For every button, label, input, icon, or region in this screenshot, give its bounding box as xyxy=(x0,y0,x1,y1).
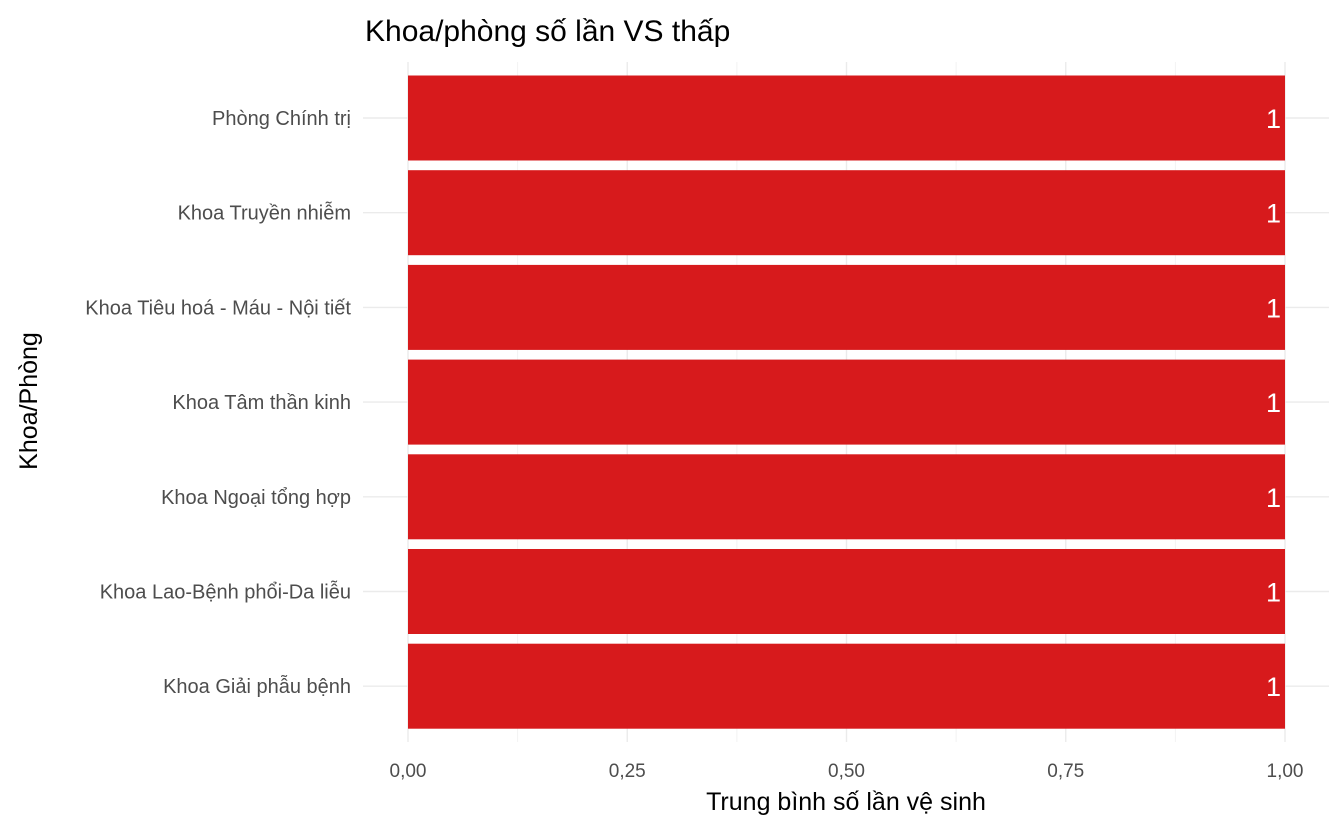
chart-title: Khoa/phòng số lần VS thấp xyxy=(365,15,730,48)
bar-value-label: 1 xyxy=(1266,578,1281,608)
y-tick-label: Phòng Chính trị xyxy=(212,108,351,130)
bar xyxy=(408,549,1285,634)
bar xyxy=(408,454,1285,540)
y-axis-tick-labels: Phòng Chính trị Khoa Truyền nhiễm Khoa Tiê… xyxy=(85,108,351,698)
bar xyxy=(408,264,1285,350)
x-tick-label: 0,50 xyxy=(828,761,865,782)
bar xyxy=(408,643,1285,729)
x-tick-label: 0,25 xyxy=(609,761,646,782)
bar-value-label: 1 xyxy=(1266,672,1281,702)
x-axis-title: Trung bình số lần vệ sinh xyxy=(706,788,986,816)
bar-value-label: 1 xyxy=(1266,483,1281,513)
y-tick-label: Khoa Giải phẫu bệnh xyxy=(163,675,351,698)
y-tick-label: Khoa Ngoại tổng hợp xyxy=(161,487,351,509)
bar xyxy=(408,170,1285,256)
x-tick-label: 0,00 xyxy=(390,761,427,782)
y-tick-label: Khoa Tâm thần kinh xyxy=(172,392,351,414)
bar-value-label: 1 xyxy=(1266,104,1281,134)
bar-value-label: 1 xyxy=(1266,388,1281,418)
bar-value-label: 1 xyxy=(1266,199,1281,229)
x-tick-label: 0,75 xyxy=(1047,761,1084,782)
x-axis-tick-labels: 0,00 0,25 0,50 0,75 1,00 xyxy=(390,761,1304,782)
y-tick-label: Khoa Truyền nhiễm xyxy=(178,202,351,225)
bar xyxy=(408,359,1285,445)
bar xyxy=(408,75,1285,161)
bar-value-label: 1 xyxy=(1266,293,1281,323)
y-tick-label: Khoa Lao-Bệnh phổi-Da liễu xyxy=(100,581,351,604)
data-labels: 1 1 1 1 1 1 1 xyxy=(1266,104,1281,702)
y-axis-title: Khoa/Phòng xyxy=(15,332,43,470)
bars xyxy=(408,75,1285,729)
x-tick-label: 1,00 xyxy=(1267,761,1304,782)
y-tick-label: Khoa Tiêu hoá - Máu - Nội tiết xyxy=(85,297,351,319)
